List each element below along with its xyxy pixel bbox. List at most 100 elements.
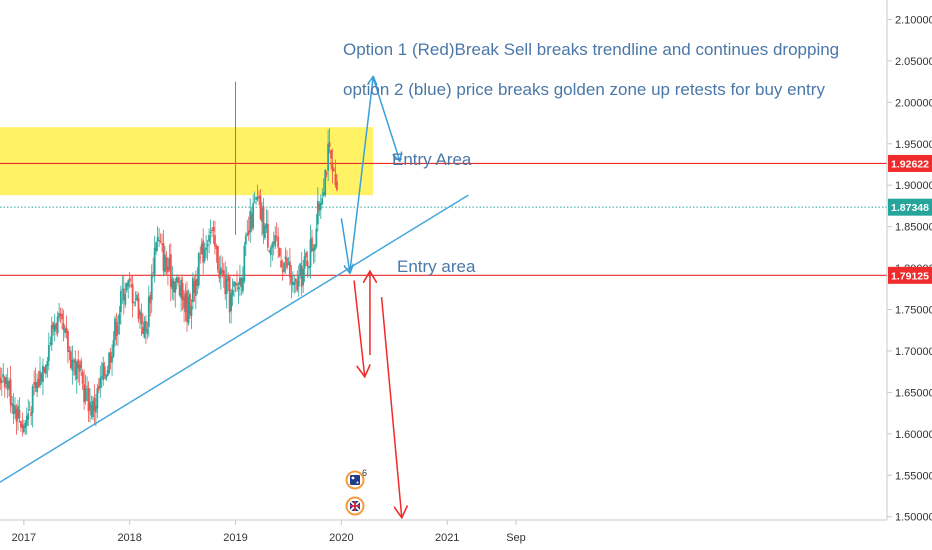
candle-body (62, 323, 65, 331)
candle-body (18, 409, 21, 419)
candle-body (155, 242, 158, 252)
candle-body (281, 270, 284, 272)
candle-body (111, 356, 113, 363)
candle-body (253, 201, 256, 203)
buy-scenario-arrow[interactable] (340, 218, 349, 272)
candle-body (187, 296, 190, 324)
candle-body (262, 206, 265, 235)
time-axis[interactable]: 2017 2018 2019 2020 2021 Sep (0, 519, 887, 544)
candle-body (216, 246, 219, 271)
australia-flag-star (351, 476, 355, 480)
candle-body (325, 172, 328, 175)
candle-body (311, 237, 313, 252)
candle-body (2, 374, 5, 378)
candle-body (208, 235, 210, 242)
candle-body (308, 266, 310, 269)
candle-body (47, 345, 50, 362)
candle-body (172, 281, 175, 293)
candle-body (68, 350, 71, 352)
candle-body (186, 290, 188, 322)
candle-body (77, 359, 80, 369)
time-tick-label: 2021 (435, 532, 459, 544)
event-marker-uk[interactable] (345, 496, 365, 516)
candle-body (40, 372, 43, 382)
candle-body (247, 230, 250, 235)
candle-body (65, 327, 68, 334)
candle-body (37, 378, 40, 387)
candle-body (131, 284, 134, 304)
candle-body (294, 278, 297, 282)
candle-body (291, 282, 294, 286)
candle-body (94, 405, 97, 413)
candle-body (69, 351, 72, 369)
price-level-label: 1.92622 (891, 158, 929, 170)
candle-body (239, 277, 241, 286)
candle-body (230, 293, 233, 312)
golden-zone[interactable] (0, 127, 374, 196)
candle-body (336, 181, 338, 190)
price-axis[interactable]: 2.10000 2.05000 2.00000 1.95000 1.90000 1.850… (886, 0, 932, 524)
support-trendline[interactable] (0, 194, 469, 490)
price-tick-label: 1.60000 (895, 429, 932, 441)
candle-body (150, 273, 153, 300)
candle-body (286, 258, 288, 268)
candle-body (233, 281, 235, 287)
candle-body (90, 404, 93, 416)
buy-scenario-arrow[interactable] (349, 77, 373, 273)
candle-body (296, 280, 299, 291)
price-level-label: 1.79125 (891, 270, 929, 282)
candle-body (153, 247, 156, 275)
buy-scenario-arrow[interactable] (372, 77, 399, 160)
candle-body (180, 279, 183, 299)
candle-body (289, 261, 291, 278)
candle-body (205, 247, 208, 250)
candle-body (61, 313, 63, 320)
price-tick-label: 2.00000 (895, 97, 932, 109)
candle-body (78, 364, 81, 372)
candle-body (259, 195, 262, 220)
candle-body (228, 276, 231, 313)
candle-body (21, 423, 24, 428)
candle-body (100, 376, 103, 378)
candle-body (67, 331, 69, 353)
candle-body (25, 415, 28, 426)
annotation-entry-area-lower: Entry area (397, 257, 476, 276)
candle-body (174, 281, 177, 293)
candle-body (64, 328, 66, 333)
candle-body (36, 382, 38, 393)
candle-body (271, 243, 274, 248)
candle-body (293, 281, 296, 285)
price-level-badge (888, 154, 932, 172)
candle-body (327, 143, 330, 171)
candle-body (33, 382, 36, 385)
sell-scenario-arrow[interactable] (380, 297, 402, 517)
candle-body (315, 228, 318, 247)
candle-body (283, 262, 285, 272)
candle-body (118, 313, 121, 325)
candle-body (305, 252, 307, 258)
candle-body (108, 352, 111, 374)
candle-body (156, 236, 159, 242)
sell-scenario-arrow[interactable] (353, 280, 365, 376)
candle-body (280, 260, 282, 268)
candle-body (52, 322, 55, 329)
candle-body (121, 289, 124, 291)
candle-body (158, 240, 160, 242)
candle-body (250, 213, 253, 230)
time-tick-label: 2017 (12, 532, 36, 544)
event-marker-au[interactable]: 6 (345, 468, 368, 490)
candle-body (143, 321, 146, 338)
candle-body (49, 342, 52, 344)
candle-body (34, 381, 37, 389)
candle-body (319, 202, 322, 210)
candle-body (124, 293, 127, 305)
price-tick-label: 1.50000 (895, 512, 932, 524)
candle-body (243, 245, 246, 282)
candle-body (222, 269, 225, 276)
candle-body (105, 375, 108, 380)
price-level-label: 1.87348 (891, 202, 929, 214)
time-tick-label: 2019 (223, 532, 247, 544)
candle-body (324, 169, 327, 196)
candle-body (102, 363, 105, 381)
